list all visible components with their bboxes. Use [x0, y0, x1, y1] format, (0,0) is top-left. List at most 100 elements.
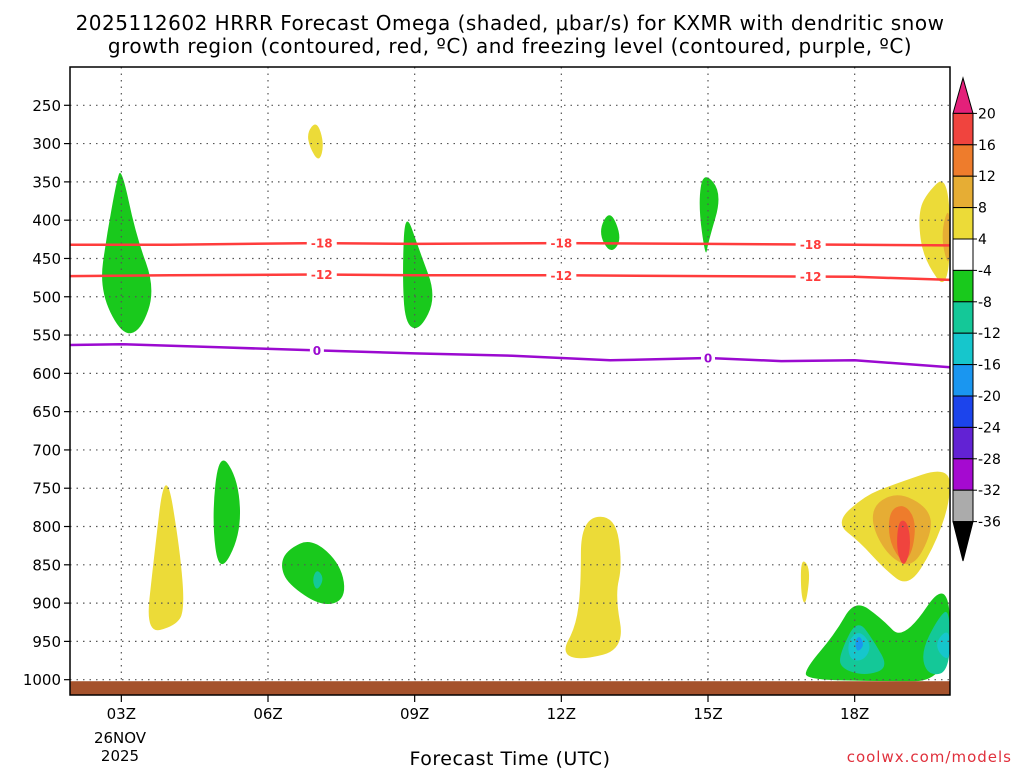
colorbar-swatch-2	[952, 144, 974, 177]
y-tick-label-500: 500	[32, 288, 61, 306]
colorbar-swatch-3	[952, 175, 974, 209]
contour-label-bg	[306, 267, 337, 282]
omega-region-blue-18z-low	[855, 637, 863, 651]
omega-region-teal-07z-low	[313, 571, 323, 589]
omega-region-teal-19z-edge	[923, 611, 950, 675]
y-tick-label-750: 750	[32, 480, 61, 498]
contour-line--18	[70, 241, 951, 247]
contour-label-bg	[306, 236, 337, 251]
y-tick-label-850: 850	[32, 556, 61, 574]
y-tick-label-900: 900	[32, 595, 61, 613]
colorbar-label-0: 20	[978, 106, 996, 122]
y-tick-label-950: 950	[32, 633, 61, 651]
omega-region-green-15z	[699, 177, 719, 253]
y-tick-label-650: 650	[32, 403, 61, 421]
x-axis-title: Forecast Time (UTC)	[410, 748, 611, 768]
colorbar-label-13: -36	[978, 515, 1001, 531]
colorbar: 20 16 12 8 4 -4 -8 -12 -16 -20 -24 -28 -32 -36	[952, 76, 1001, 562]
y-tick-label-450: 450	[32, 250, 61, 268]
colorbar-swatch-8	[952, 332, 974, 366]
contour-label-bg	[795, 269, 826, 284]
contour-label-bg	[795, 237, 826, 252]
colorbar-swatch-9	[952, 364, 974, 397]
time-axis: 03Z 06Z 09Z 12Z 15Z 18Z	[107, 695, 869, 723]
colorbar-label-3: 8	[978, 201, 987, 217]
x-tick-label-12Z: 12Z	[547, 705, 576, 723]
omega-region-yellow-07z	[308, 124, 323, 159]
colorbar-label-11: -28	[978, 452, 1001, 468]
plot-area	[70, 67, 950, 695]
contour-label-0-1: 0	[704, 352, 712, 366]
colorbar-swatch-1	[952, 112, 974, 146]
date-label-year: 2025	[101, 747, 139, 765]
omega-region-green-05z	[213, 460, 241, 565]
colorbar-label-8: -16	[978, 358, 1001, 374]
omega-region-green-13z	[601, 215, 620, 251]
x-tick-label-06Z: 06Z	[253, 705, 282, 723]
colorbar-swatch-12	[952, 458, 974, 491]
surface-ground	[70, 681, 950, 695]
colorbar-label-10: -24	[978, 420, 1001, 436]
colorbar-swatch-11	[952, 426, 974, 460]
colorbar-label-7: -12	[978, 326, 1001, 342]
y-tick-label-600: 600	[32, 365, 61, 383]
temperature-contours: -18 -18 -18 -12 -12 -12 0 0	[69, 236, 951, 369]
contour-label--18-0: -18	[311, 237, 333, 251]
omega-region-green-07z-low	[282, 541, 345, 605]
omega-region-red-19z-low	[897, 520, 910, 564]
omega-region-yellow-17z	[800, 561, 810, 603]
colorbar-label-12: -32	[978, 483, 1001, 499]
colorbar-swatch-6	[952, 269, 974, 303]
contour-label--18-1: -18	[550, 237, 572, 251]
omega-region-yellow-12z	[565, 516, 621, 659]
credit-link[interactable]: coolwx.com/models	[847, 748, 1012, 766]
colorbar-label-5: -4	[978, 263, 992, 279]
contour-label--12-0: -12	[311, 268, 333, 282]
colorbar-bottom-triangle	[952, 521, 974, 562]
colorbar-label-9: -20	[978, 389, 1001, 405]
y-tick-label-1000: 1000	[23, 671, 61, 689]
omega-region-orange-19z-upper	[942, 212, 950, 262]
x-tick-label-18Z: 18Z	[840, 705, 869, 723]
colorbar-swatch-5	[952, 238, 974, 271]
omega-region-yellow-04z	[148, 485, 184, 631]
omega-region-green-03z	[102, 172, 152, 334]
contour-label--12-1: -12	[550, 269, 572, 283]
y-tick-label-400: 400	[32, 212, 61, 230]
x-tick-label-03Z: 03Z	[107, 705, 136, 723]
colorbar-label-6: -8	[978, 295, 992, 311]
contour-label--18-2: -18	[800, 238, 822, 252]
colorbar-swatch-10	[952, 395, 974, 428]
contour-label-bg	[309, 343, 324, 358]
y-tick-label-250: 250	[32, 97, 61, 115]
x-tick-label-09Z: 09Z	[400, 705, 429, 723]
contour-line-0	[69, 342, 951, 369]
omega-region-cyan-19z-edge	[937, 632, 950, 658]
chart-title-line-2: growth region (contoured, red, ºC) and f…	[108, 34, 912, 58]
y-tick-label-300: 300	[32, 135, 61, 153]
date-label-day: 26NOV	[94, 729, 147, 747]
contour-line--12	[69, 273, 951, 282]
omega-region-yellow-19z-upper	[919, 181, 950, 283]
colorbar-swatch-13	[952, 489, 974, 523]
colorbar-label-4: 4	[978, 232, 987, 248]
contour-label-bg	[701, 351, 715, 366]
grid-lines	[70, 67, 950, 695]
colorbar-swatch-4	[952, 207, 974, 240]
contour-label--12-2: -12	[800, 270, 822, 284]
colorbar-swatch-7	[952, 301, 974, 334]
chart-title-line-1: 2025112602 HRRR Forecast Omega (shaded, …	[76, 11, 945, 35]
colorbar-label-1: 16	[978, 138, 996, 154]
y-tick-label-550: 550	[32, 327, 61, 345]
y-tick-label-350: 350	[32, 173, 61, 191]
pressure-axis: 250 300 350 400 450 500 550 600 650 700 750 800 850 9…	[23, 97, 70, 689]
contour-label-bg	[546, 236, 577, 251]
x-tick-label-15Z: 15Z	[693, 705, 722, 723]
contour-label-bg	[546, 268, 577, 283]
y-tick-label-700: 700	[32, 441, 61, 459]
colorbar-label-2: 12	[978, 169, 996, 185]
colorbar-top-triangle	[952, 76, 974, 114]
plot-frame	[69, 66, 951, 696]
contour-label-0-0: 0	[313, 344, 321, 358]
